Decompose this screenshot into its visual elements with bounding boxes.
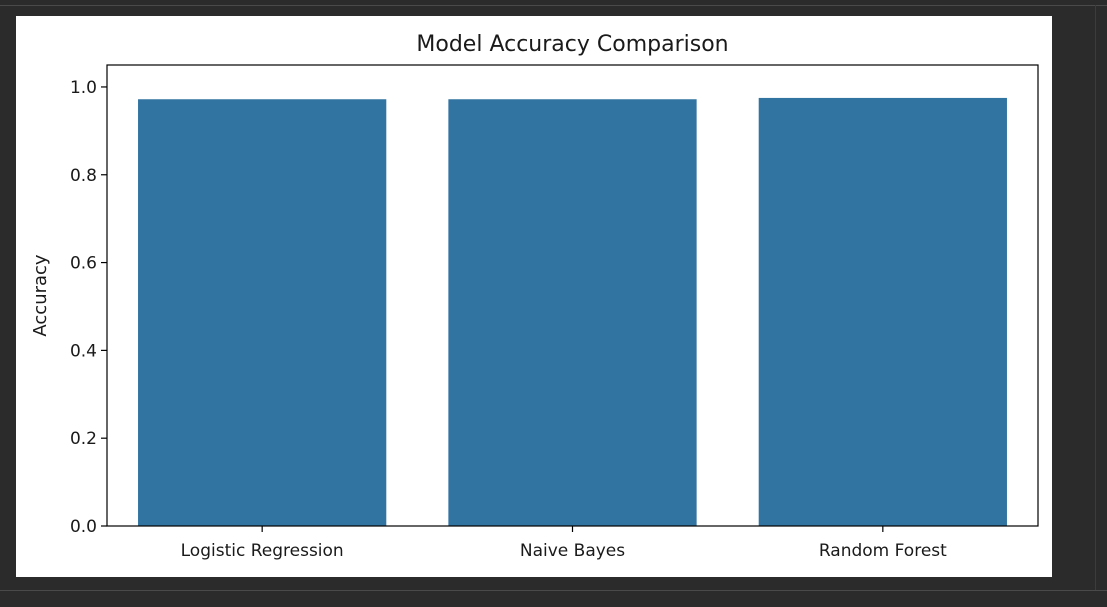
chart-title: Model Accuracy Comparison bbox=[416, 32, 728, 57]
bars bbox=[138, 97, 1007, 526]
bar-random-forest bbox=[758, 97, 1007, 526]
bar-chart: Model Accuracy Comparison 0.00.20.40.60.… bbox=[30, 32, 1039, 561]
x-tick-label: Random Forest bbox=[819, 541, 947, 561]
bottom-divider bbox=[0, 590, 1107, 591]
y-tick-label: 0.2 bbox=[70, 429, 97, 449]
y-tick-label: 0.4 bbox=[70, 341, 97, 361]
x-tick-label: Naive Bayes bbox=[520, 541, 625, 561]
x-axis-ticks: Logistic Regression Naive Bayes Random For… bbox=[181, 526, 947, 561]
y-tick-label: 0.8 bbox=[70, 166, 97, 186]
plot-frame bbox=[106, 64, 1039, 527]
y-axis-label: Accuracy bbox=[30, 254, 51, 337]
bar-logistic-regression bbox=[138, 99, 387, 526]
y-tick-label: 0.6 bbox=[70, 254, 97, 274]
top-divider bbox=[0, 5, 1107, 6]
x-tick-label: Logistic Regression bbox=[181, 541, 344, 561]
right-divider bbox=[1095, 5, 1096, 590]
bar-naive-bayes bbox=[448, 99, 697, 526]
y-tick-label: 0.0 bbox=[70, 517, 97, 537]
y-axis-ticks: 0.0 0.2 0.4 0.6 0.8 1.0 bbox=[70, 78, 107, 537]
y-tick-label: 1.0 bbox=[70, 78, 97, 98]
chart-figure: Model Accuracy Comparison 0.0 0.2 0.4 0.6 0.… bbox=[16, 16, 1052, 577]
